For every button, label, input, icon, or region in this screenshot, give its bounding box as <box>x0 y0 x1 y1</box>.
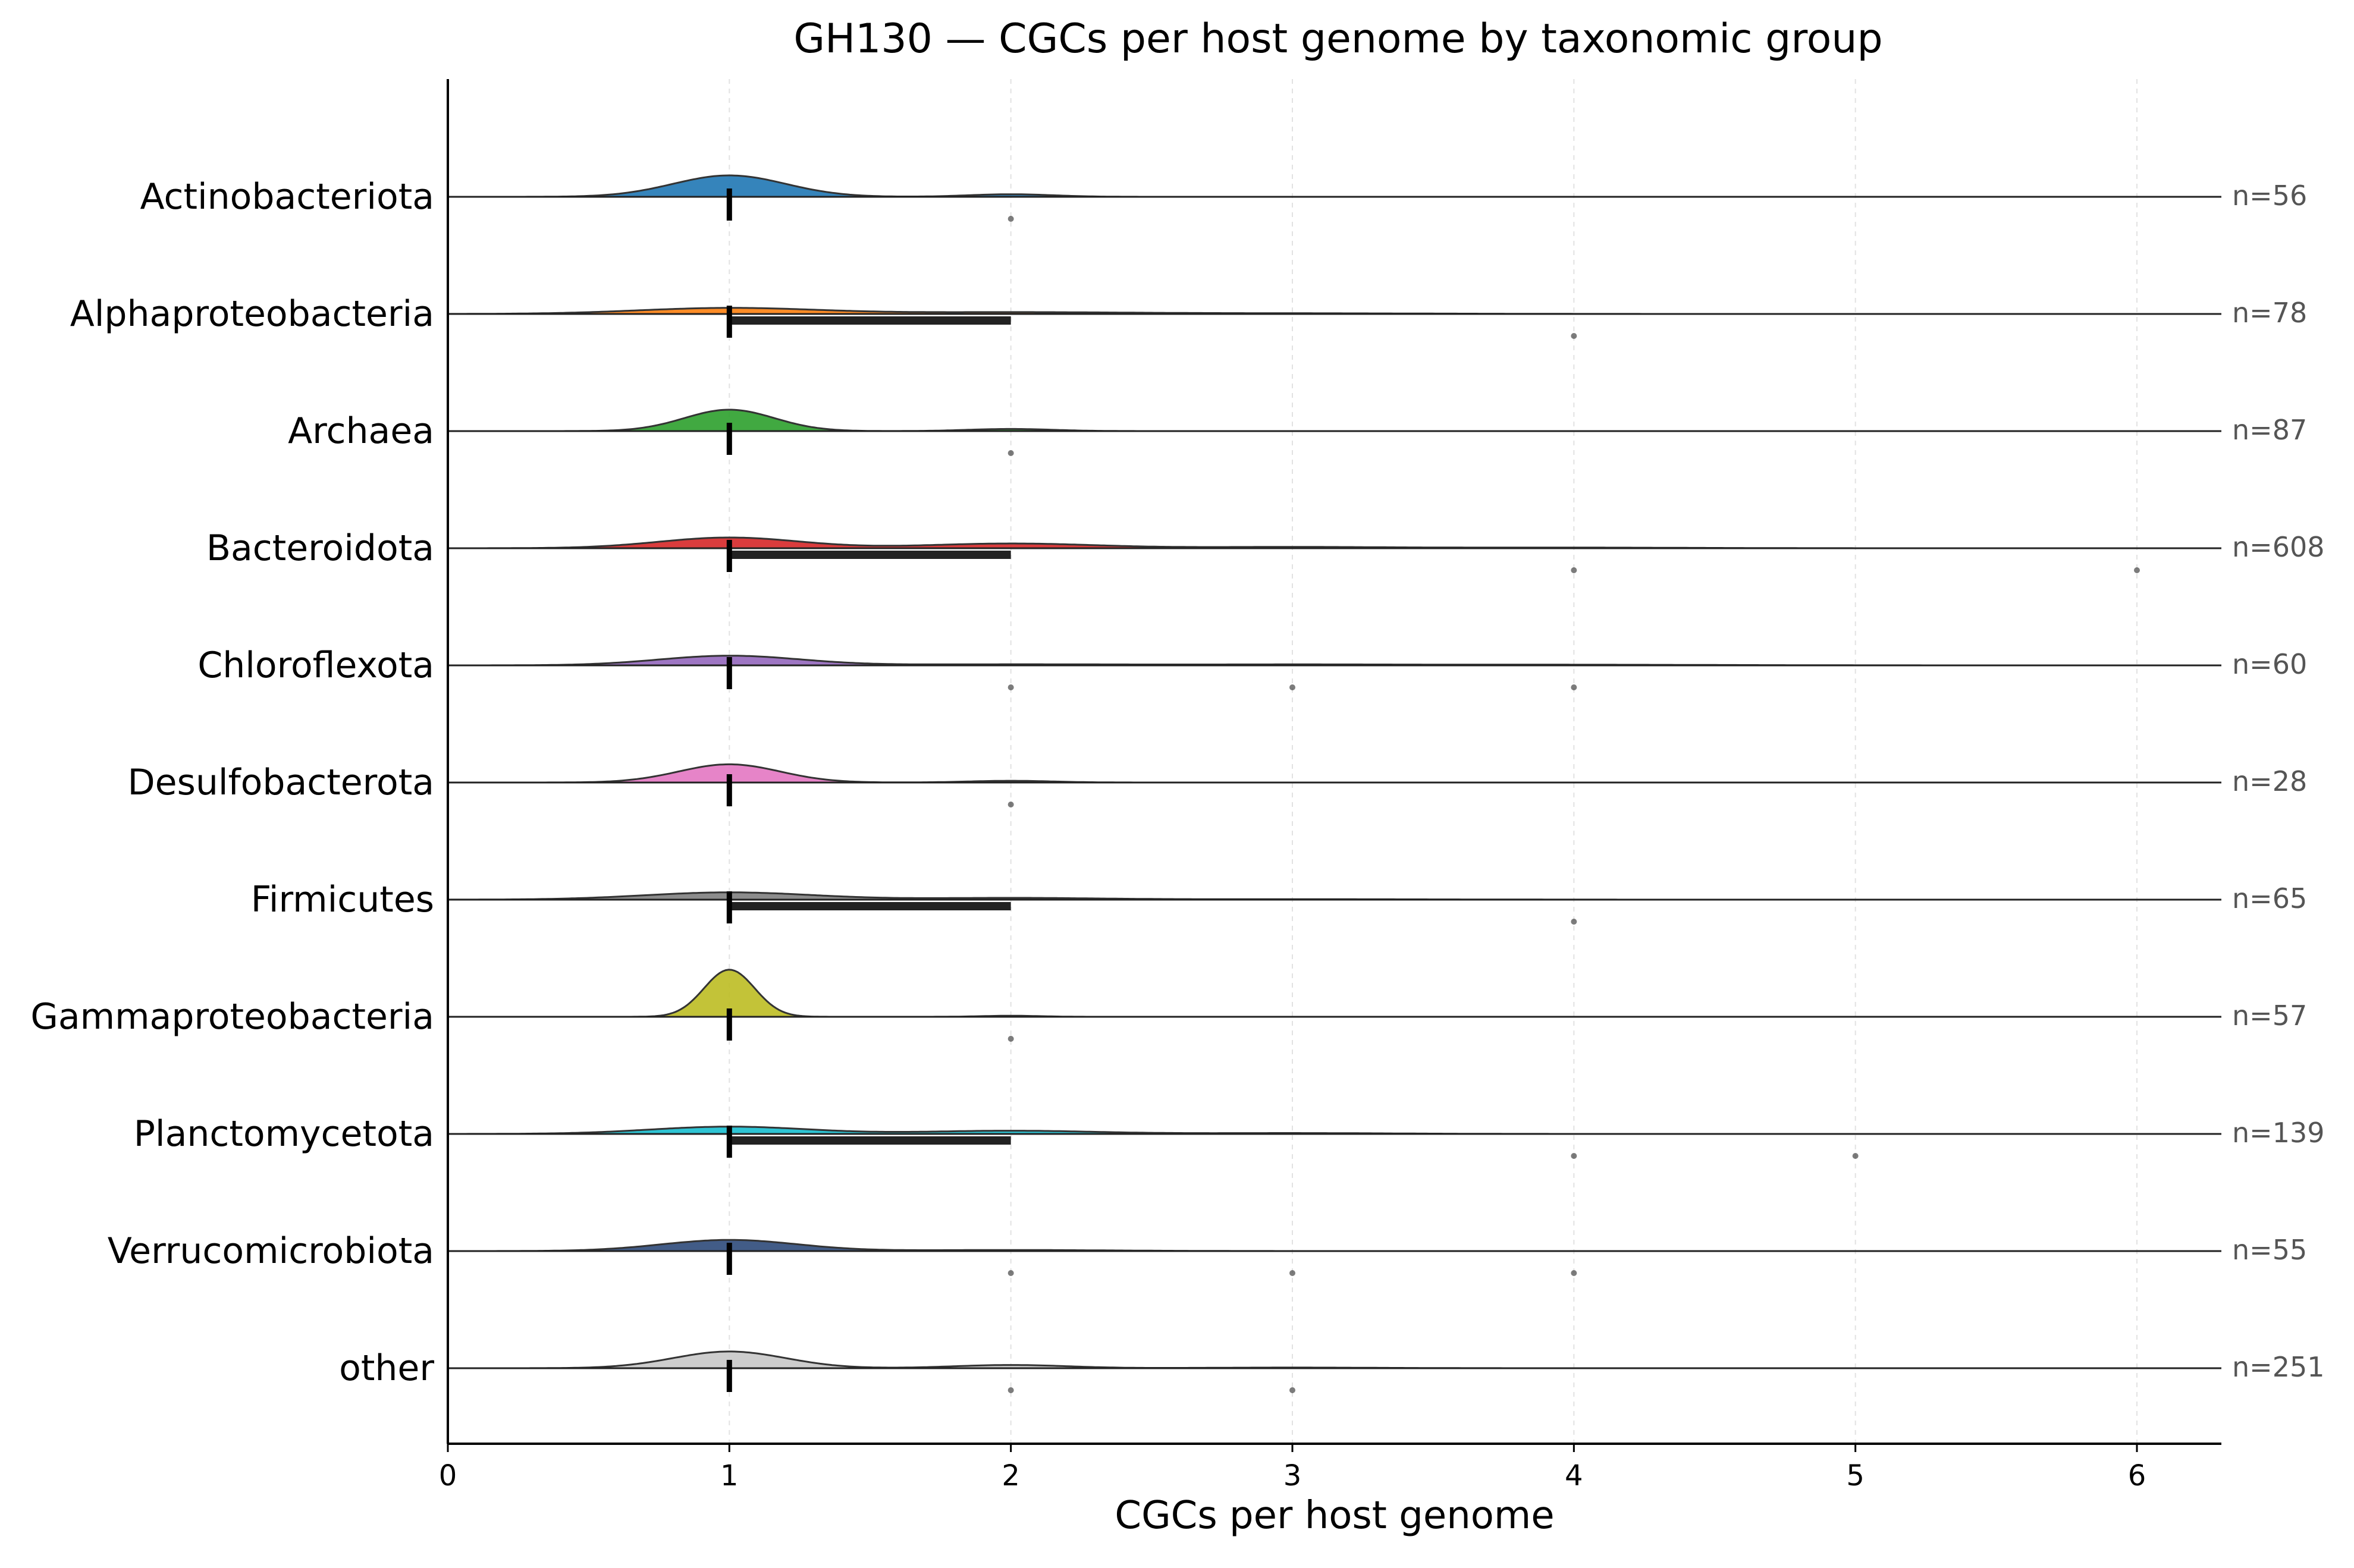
density-planctomycetota <box>448 1126 2221 1135</box>
density-desulfobacterota <box>448 763 2221 784</box>
x-tick-label-4: 4 <box>1565 1459 1583 1492</box>
n-label-firmicutes: n=65 <box>2232 882 2307 915</box>
y-label-verrucomicrobiota: Verrucomicrobiota <box>108 1230 434 1272</box>
ridge-archaea: Archaea n=87 <box>288 409 2307 456</box>
density-alphaproteobacteria <box>447 307 2221 315</box>
outlier-verrucomicrobiota-4 <box>1571 1270 1577 1276</box>
density-gammaproteobacteria <box>448 969 2221 1018</box>
outlier-verrucomicrobiota-3 <box>1289 1270 1295 1276</box>
n-label-chloroflexota: n=60 <box>2232 648 2307 680</box>
outlier-actinobacteriota-2 <box>1007 216 1014 222</box>
density-verrucomicrobiota <box>448 1239 2221 1252</box>
outlier-desulfobacterota-2 <box>1007 802 1014 807</box>
chart-title: GH130 — CGCs per host genome by taxonomi… <box>793 15 1882 62</box>
outlier-gammaproteobacteria-2 <box>1007 1036 1014 1042</box>
y-label-gammaproteobacteria: Gammaproteobacteria <box>30 996 434 1038</box>
density-firmicutes <box>447 891 2221 901</box>
outlier-chloroflexota-4 <box>1571 684 1577 690</box>
n-label-planctomycetota: n=139 <box>2232 1117 2325 1149</box>
ridge-other: other n=251 <box>339 1347 2325 1393</box>
n-label-bacteroidota: n=608 <box>2232 531 2325 563</box>
density-bacteroidota <box>448 536 2221 549</box>
density-chloroflexota <box>448 655 2221 667</box>
outlier-bacteroidota-6 <box>2134 567 2140 573</box>
n-label-alphaproteobacteria: n=78 <box>2232 297 2307 329</box>
density-actinobacteriota <box>448 174 2221 198</box>
outlier-alphaproteobacteria-4 <box>1571 333 1577 339</box>
x-tick-label-0: 0 <box>439 1459 457 1492</box>
axes-layer <box>447 79 2221 1445</box>
grid-layer <box>729 79 2138 1444</box>
ridge-bacteroidota: Bacteroidota n=608 <box>206 527 2325 573</box>
density-other <box>448 1350 2221 1369</box>
ridge-actinobacteriota: Actinobacteriota n=56 <box>140 174 2307 222</box>
ridge-alphaproteobacteria: Alphaproteobacteria n=78 <box>70 293 2307 339</box>
y-label-alphaproteobacteria: Alphaproteobacteria <box>70 293 434 335</box>
outlier-chloroflexota-3 <box>1289 684 1295 690</box>
outlier-verrucomicrobiota-2 <box>1007 1270 1014 1276</box>
outlier-planctomycetota-4 <box>1571 1153 1577 1159</box>
ridge-planctomycetota: Planctomycetota n=139 <box>134 1113 2325 1159</box>
n-label-verrucomicrobiota: n=55 <box>2232 1234 2307 1266</box>
x-tick-label-1: 1 <box>720 1459 739 1492</box>
n-label-gammaproteobacteria: n=57 <box>2232 1000 2307 1032</box>
ridge-gammaproteobacteria: Gammaproteobacteria n=57 <box>30 969 2307 1042</box>
n-label-other: n=251 <box>2232 1351 2325 1383</box>
ridge-verrucomicrobiota: Verrucomicrobiota n=55 <box>108 1230 2307 1276</box>
x-tick-layer: 0 1 2 3 4 5 6 <box>439 1444 2146 1492</box>
outlier-chloroflexota-2 <box>1007 684 1014 690</box>
y-label-bacteroidota: Bacteroidota <box>206 527 434 569</box>
y-label-actinobacteriota: Actinobacteriota <box>140 176 434 218</box>
outlier-archaea-2 <box>1007 450 1014 456</box>
n-label-desulfobacterota: n=28 <box>2232 765 2307 797</box>
y-label-desulfobacterota: Desulfobacterota <box>127 762 434 803</box>
n-label-archaea: n=87 <box>2232 414 2307 446</box>
y-label-planctomycetota: Planctomycetota <box>134 1113 434 1155</box>
y-label-chloroflexota: Chloroflexota <box>197 645 434 686</box>
outlier-other-2 <box>1007 1387 1014 1393</box>
x-tick-label-2: 2 <box>1002 1459 1020 1492</box>
ridge-chloroflexota: Chloroflexota n=60 <box>197 645 2307 690</box>
ridge-desulfobacterota: Desulfobacterota n=28 <box>127 762 2307 807</box>
outlier-planctomycetota-5 <box>1852 1153 1859 1159</box>
y-label-other: other <box>339 1347 434 1389</box>
y-label-firmicutes: Firmicutes <box>251 879 434 920</box>
ridge-firmicutes: Firmicutes n=65 <box>251 879 2307 925</box>
x-tick-label-3: 3 <box>1283 1459 1302 1492</box>
outlier-bacteroidota-4 <box>1571 567 1577 573</box>
y-label-archaea: Archaea <box>288 410 434 452</box>
x-tick-label-5: 5 <box>1846 1459 1865 1492</box>
n-label-actinobacteriota: n=56 <box>2232 180 2307 212</box>
ridge-layer: Actinobacteriota n=56 Alphaproteobacteria n… <box>30 174 2325 1393</box>
outlier-other-3 <box>1289 1387 1295 1393</box>
density-archaea <box>448 409 2221 432</box>
outlier-firmicutes-4 <box>1571 919 1577 925</box>
x-axis-label: CGCs per host genome <box>1115 1494 1554 1538</box>
x-tick-label-6: 6 <box>2128 1459 2146 1492</box>
